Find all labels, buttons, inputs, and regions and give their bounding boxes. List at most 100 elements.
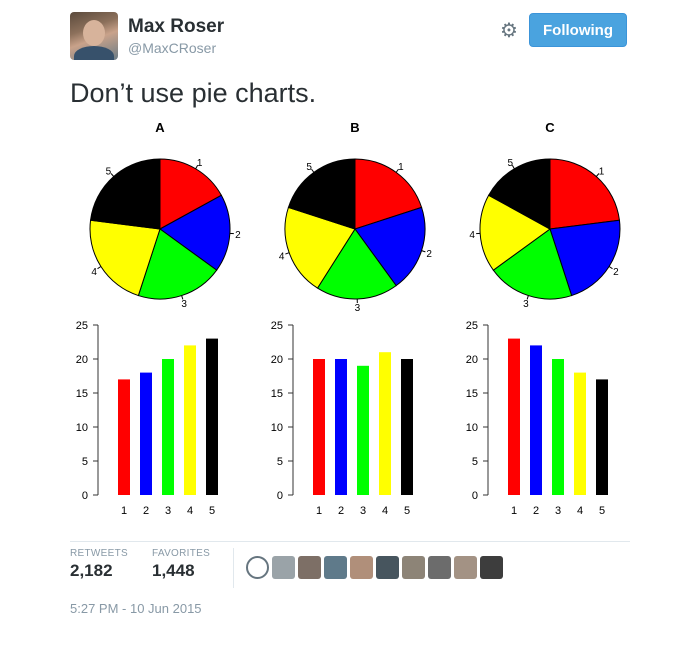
pie-slice-label: 1 — [398, 162, 404, 173]
divider — [70, 541, 630, 542]
bar-2 — [335, 359, 347, 495]
user-avatar[interactable] — [324, 556, 347, 579]
pie-slice-label: 5 — [508, 158, 514, 169]
bar-5 — [596, 379, 608, 495]
bar-3 — [357, 365, 369, 495]
user-avatar[interactable] — [454, 556, 477, 579]
tweet-timestamp[interactable]: 5:27 PM - 10 Jun 2015 — [70, 601, 202, 616]
chart-title: A — [155, 120, 165, 135]
bar-1 — [313, 359, 325, 495]
pie-slice-label: 4 — [279, 251, 285, 262]
retweets-stat[interactable]: RETWEETS 2,182 — [70, 548, 128, 581]
pie-slice-5 — [287, 158, 356, 230]
pie-slice-2 — [159, 194, 231, 271]
author-handle[interactable]: @MaxCRoser — [128, 40, 217, 56]
following-button[interactable]: Following — [529, 13, 627, 47]
bar-4 — [184, 345, 196, 495]
pie-chart: C 1 2 3 4 5 — [469, 120, 621, 310]
bar-5 — [401, 359, 413, 495]
tweet-header: Max Roser @MaxCRoser ⚙ Following — [70, 12, 630, 62]
x-tick-label: 4 — [187, 505, 193, 517]
pie-slice-label: 2 — [613, 267, 619, 278]
pie-label-tick — [311, 168, 315, 173]
pie-label-tick — [97, 266, 102, 270]
pie-slice-label: 5 — [106, 166, 112, 177]
x-tick-label: 5 — [404, 505, 410, 517]
tweet-text: Don’t use pie charts. — [70, 78, 317, 108]
x-tick-label: 1 — [511, 505, 517, 517]
pie-chart: B 1 2 3 4 5 — [279, 120, 433, 314]
x-tick-label: 3 — [555, 505, 561, 517]
pie-slice-label: 4 — [469, 230, 475, 241]
favorites-stat[interactable]: FAVORITES 1,448 — [152, 548, 210, 581]
pie-slice-3 — [492, 228, 573, 300]
x-tick-label: 2 — [338, 505, 344, 517]
pie-label-tick — [181, 295, 184, 300]
y-tick-label: 25 — [271, 320, 283, 332]
pie-slice-5 — [89, 158, 161, 230]
pie-slice-4 — [89, 219, 161, 297]
pie-slice-label: 3 — [355, 303, 361, 314]
bar-4 — [379, 352, 391, 495]
avatar-shirt — [74, 46, 114, 60]
bar-3 — [162, 359, 174, 495]
x-tick-label: 2 — [533, 505, 539, 517]
x-tick-label: 5 — [209, 505, 215, 517]
user-avatar[interactable] — [480, 556, 503, 579]
favorites-label: FAVORITES — [152, 548, 211, 559]
y-tick-label: 5 — [82, 456, 88, 468]
y-tick-label: 0 — [472, 490, 478, 502]
bar-1 — [118, 379, 130, 495]
bar-2 — [140, 372, 152, 495]
user-avatar[interactable] — [298, 556, 321, 579]
user-avatar[interactable] — [402, 556, 425, 579]
y-tick-label: 15 — [466, 388, 478, 400]
y-tick-label: 5 — [472, 456, 478, 468]
retweets-count: 2,182 — [70, 561, 113, 580]
pie-slice-label: 4 — [91, 267, 97, 278]
y-tick-label: 25 — [76, 320, 88, 332]
bar-4 — [574, 372, 586, 495]
user-avatar[interactable] — [272, 556, 295, 579]
pie-slice-label: 3 — [181, 299, 187, 310]
stats-separator — [233, 548, 234, 588]
x-tick-label: 1 — [316, 505, 322, 517]
y-tick-label: 20 — [466, 354, 478, 366]
pie-slice-label: 1 — [599, 166, 605, 177]
author-avatar[interactable] — [70, 12, 118, 60]
tweet-stats: RETWEETS 2,182 FAVORITES 1,448 — [70, 548, 630, 590]
pie-slice-1 — [354, 158, 423, 230]
y-tick-label: 20 — [271, 354, 283, 366]
y-tick-label: 0 — [82, 490, 88, 502]
x-tick-label: 4 — [382, 505, 388, 517]
avatar-face — [83, 20, 105, 46]
pie-label-tick — [608, 266, 613, 270]
pie-slice-2 — [354, 206, 426, 287]
y-tick-label: 20 — [76, 354, 88, 366]
favorites-count: 1,448 — [152, 561, 195, 580]
pie-slice-label: 2 — [235, 230, 241, 241]
bar-5 — [206, 338, 218, 495]
x-tick-label: 5 — [599, 505, 605, 517]
gear-icon[interactable]: ⚙ — [500, 20, 518, 42]
user-avatar[interactable] — [376, 556, 399, 579]
bar-chart: 0 5 10 15 20 25 1 2 3 4 5 — [271, 320, 413, 517]
pie-slice-3 — [316, 228, 397, 300]
pie-label-tick — [511, 165, 515, 170]
x-tick-label: 3 — [360, 505, 366, 517]
pie-slice-5 — [487, 158, 551, 230]
author-name[interactable]: Max Roser — [128, 16, 225, 37]
user-avatar[interactable] — [428, 556, 451, 579]
user-avatar[interactable] — [350, 556, 373, 579]
pie-label-tick — [421, 250, 426, 253]
more-avatars-icon[interactable] — [246, 556, 269, 579]
bar-2 — [530, 345, 542, 495]
y-tick-label: 10 — [271, 422, 283, 434]
x-tick-label: 4 — [577, 505, 583, 517]
pie-slice-3 — [137, 228, 218, 300]
pie-label-tick — [285, 252, 290, 255]
y-tick-label: 15 — [76, 388, 88, 400]
bar-3 — [552, 359, 564, 495]
bar-1 — [508, 338, 520, 495]
